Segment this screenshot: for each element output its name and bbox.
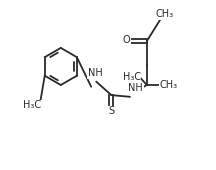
Text: NH: NH	[129, 83, 143, 93]
Text: NH: NH	[88, 68, 103, 78]
Text: CH₃: CH₃	[160, 80, 178, 90]
Text: H₃C: H₃C	[122, 72, 141, 82]
Text: CH₃: CH₃	[156, 9, 173, 19]
Text: S: S	[108, 106, 114, 116]
Text: O: O	[123, 35, 130, 45]
Text: H₃C: H₃C	[23, 100, 41, 110]
